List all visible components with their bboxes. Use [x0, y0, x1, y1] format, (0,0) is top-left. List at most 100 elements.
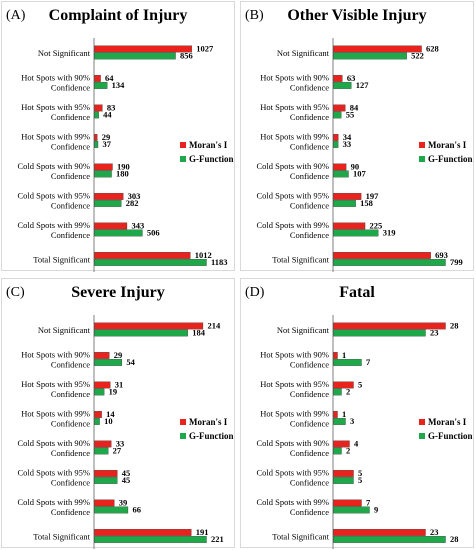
- data-label: 2: [346, 386, 350, 396]
- bar-g-function: [333, 359, 362, 366]
- legend-swatch-g-function: [180, 156, 186, 162]
- legend-label-morans-i: Moran's I: [428, 140, 467, 150]
- data-label: 3: [350, 416, 354, 426]
- bar-morans-i: [333, 222, 366, 230]
- data-label: 23: [430, 327, 439, 337]
- bar-g-function: [94, 506, 129, 514]
- bar-g-function: [94, 418, 100, 425]
- panel-title: Fatal: [339, 284, 375, 301]
- panel-label: (B): [245, 8, 264, 23]
- legend-label-morans-i: Moran's I: [189, 417, 228, 427]
- category-tick-label: Cold Spots with 99% Confidence: [18, 497, 91, 517]
- bar-morans-i: [94, 381, 111, 389]
- data-label: 54: [126, 357, 135, 367]
- data-label: 33: [116, 438, 125, 448]
- bar-morans-i: [333, 411, 338, 418]
- category-tick-label: Cold Spots with 95% Confidence: [257, 190, 330, 210]
- category-tick-label: Cold Spots with 90% Confidence: [18, 161, 91, 181]
- data-label: 191: [196, 527, 209, 537]
- bar-morans-i: [333, 193, 362, 200]
- data-label: 45: [122, 475, 130, 485]
- category-tick-label: Hot Spots with 90% Confidence: [21, 72, 90, 92]
- chart-panel-c: (C) Severe Injury Not Significant 214 184 H…: [1, 278, 235, 549]
- bar-g-function: [333, 52, 407, 60]
- data-label: 343: [131, 220, 144, 230]
- data-label: 45: [122, 468, 130, 478]
- chart-panel-d: (D) Fatal Not Significant 28 23 Hot Spots w…: [240, 278, 474, 549]
- category-tick-label: Cold Spots with 90% Confidence: [257, 438, 330, 458]
- bar-g-function: [333, 200, 356, 207]
- bar-morans-i: [333, 75, 343, 82]
- category-tick-label: Cold Spots with 95% Confidence: [18, 190, 91, 210]
- bar-g-function: [94, 170, 112, 178]
- panel-title: Complaint of Injury: [48, 7, 188, 24]
- bar-morans-i: [94, 252, 191, 259]
- bar-g-function: [94, 141, 99, 148]
- bar-g-function: [333, 506, 370, 514]
- bar-g-function: [94, 359, 123, 366]
- bar-g-function: [333, 141, 339, 148]
- panel-title: Severe Injury: [71, 284, 165, 301]
- bar-g-function: [333, 388, 342, 396]
- bar-morans-i: [94, 134, 98, 141]
- legend-label-g-function: G-Function: [428, 154, 473, 164]
- data-label: 319: [383, 227, 396, 237]
- legend-swatch-g-function: [419, 156, 425, 162]
- data-label: 29: [114, 350, 123, 360]
- bar-morans-i: [333, 134, 339, 141]
- bar-morans-i: [333, 104, 346, 112]
- data-label: 28: [450, 320, 459, 330]
- bar-morans-i: [333, 163, 347, 171]
- bar-morans-i: [94, 322, 204, 330]
- data-label: 127: [356, 80, 370, 90]
- legend-swatch-morans-i: [180, 142, 186, 148]
- bar-morans-i: [94, 352, 110, 359]
- data-label: 180: [116, 168, 129, 178]
- data-label: 31: [115, 379, 124, 389]
- category-tick-label: Cold Spots with 99% Confidence: [257, 220, 330, 240]
- category-tick-label: Not Significant: [38, 325, 91, 335]
- bar-morans-i: [94, 470, 118, 477]
- category-tick-label: Not Significant: [38, 48, 91, 58]
- data-label: 84: [350, 102, 359, 112]
- category-tick-label: Hot Spots with 95% Confidence: [21, 102, 90, 122]
- bar-g-function: [94, 229, 143, 237]
- bar-morans-i: [333, 440, 350, 448]
- chart-panel-a: (A) Complaint of Injury Not Significant 1…: [1, 1, 235, 272]
- data-label: 197: [366, 191, 380, 201]
- data-label: 1012: [195, 250, 212, 260]
- data-label: 83: [107, 102, 116, 112]
- category-tick-label: Total Significant: [272, 531, 329, 541]
- data-label: 7: [366, 357, 371, 367]
- data-label: 34: [343, 132, 352, 142]
- bar-g-function: [333, 536, 446, 543]
- bar-morans-i: [94, 529, 192, 536]
- legend-swatch-morans-i: [419, 419, 425, 425]
- category-tick-label: Hot Spots with 95% Confidence: [260, 379, 329, 399]
- bar-g-function: [333, 170, 349, 178]
- data-label: 856: [180, 50, 193, 60]
- data-label: 27: [113, 445, 122, 455]
- data-label: 799: [450, 257, 463, 267]
- bar-morans-i: [333, 322, 446, 330]
- bar-g-function: [94, 388, 105, 396]
- bar-g-function: [94, 52, 176, 60]
- bar-morans-i: [94, 411, 102, 418]
- data-label: 1027: [196, 43, 214, 53]
- legend-label-morans-i: Moran's I: [428, 417, 467, 427]
- data-label: 39: [119, 497, 128, 507]
- data-label: 1183: [211, 257, 228, 267]
- data-label: 63: [347, 73, 356, 83]
- bar-g-function: [333, 477, 354, 484]
- category-tick-label: Hot Spots with 99% Confidence: [21, 131, 90, 151]
- data-label: 282: [126, 198, 139, 208]
- bar-g-function: [94, 82, 108, 89]
- data-label: 225: [370, 220, 383, 230]
- data-label: 10: [104, 416, 113, 426]
- legend-swatch-morans-i: [180, 419, 186, 425]
- bar-g-function: [94, 329, 188, 337]
- bar-morans-i: [94, 104, 103, 112]
